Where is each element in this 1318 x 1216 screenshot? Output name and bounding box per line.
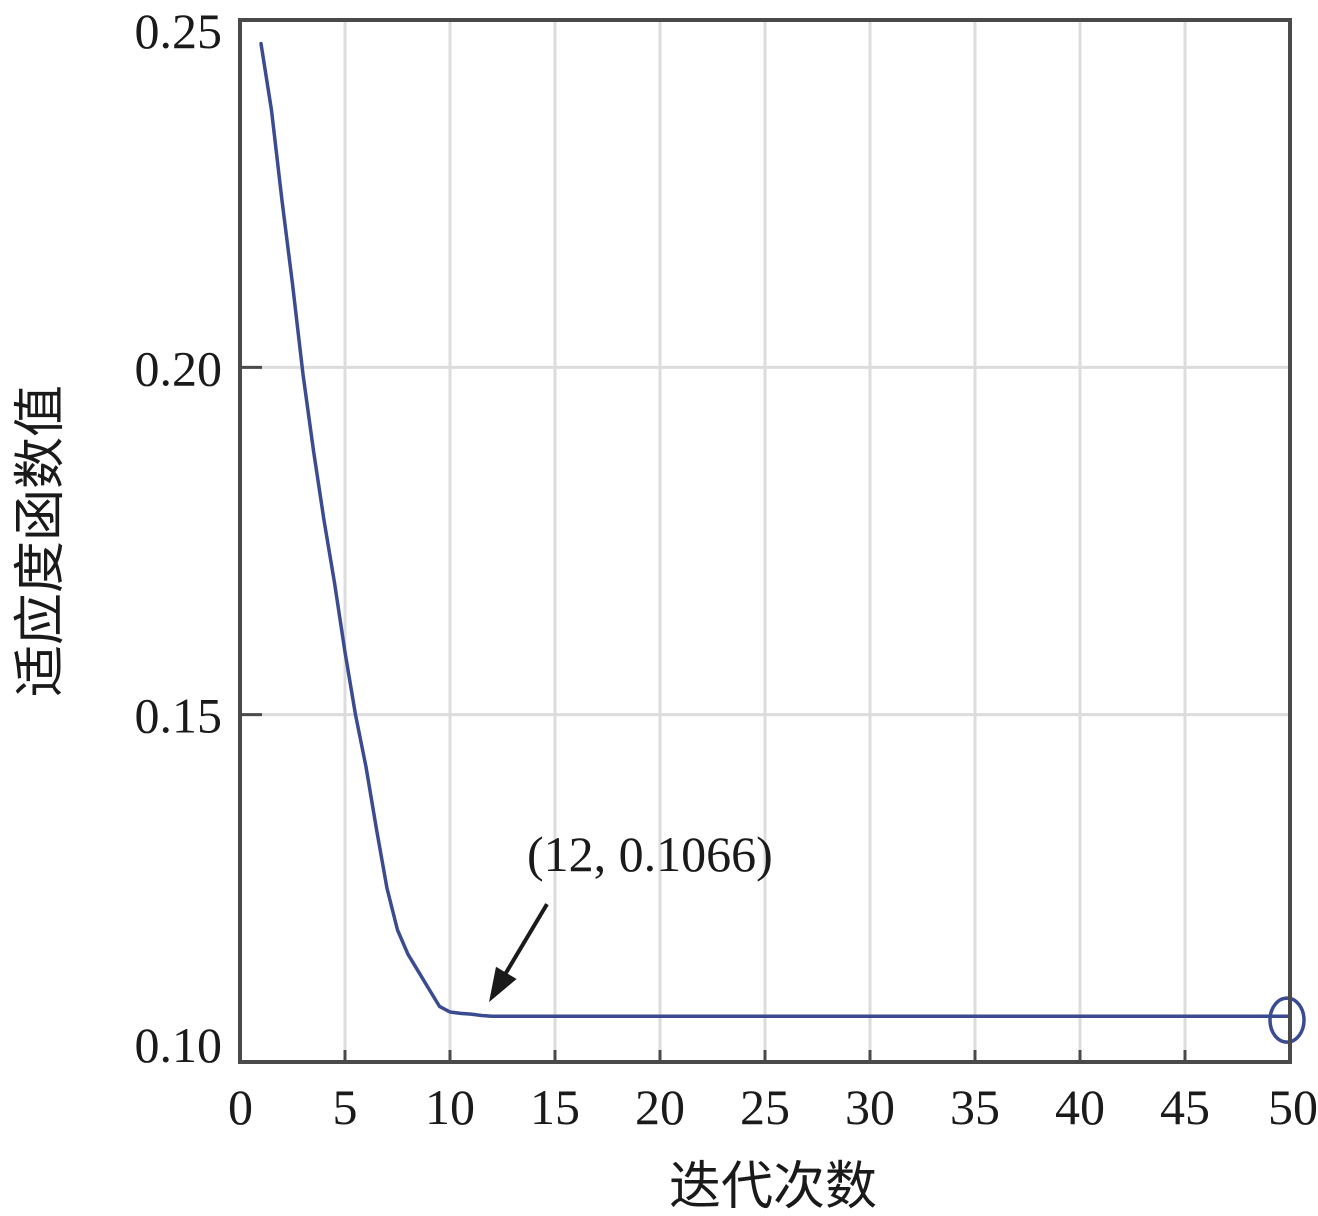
y-tick-label: 0.25	[135, 3, 223, 59]
series-layer	[259, 41, 1306, 1044]
final-point-marker	[1268, 996, 1306, 1044]
y-axis-title: 适应度函数值	[11, 385, 71, 697]
tick-layer: 0 5 10 15 20 25 30 35 40 45 50 0.10 0.15 0.20 0.25	[135, 3, 1318, 1135]
y-tick-label: 0.20	[135, 340, 223, 396]
x-tick-label: 40	[1055, 1079, 1105, 1135]
x-axis-title: 迭代次数	[669, 1157, 877, 1216]
x-tick-label: 20	[635, 1079, 685, 1135]
y-tick-label: 0.10	[135, 1017, 223, 1073]
x-tick-label: 45	[1160, 1079, 1210, 1135]
x-tick-label: 5	[333, 1079, 358, 1135]
x-tick-label: 0	[228, 1079, 253, 1135]
x-tick-label: 30	[845, 1079, 895, 1135]
series-line	[259, 41, 1292, 1018]
annotation-arrow-head	[489, 966, 517, 1003]
annotation-layer: (12, 0.1066)	[489, 826, 773, 1003]
x-tick-label: 10	[425, 1079, 475, 1135]
y-tick-label: 0.15	[135, 688, 223, 744]
grid	[240, 20, 1290, 1062]
x-tick-label: 15	[530, 1079, 580, 1135]
x-tick-label: 25	[740, 1079, 790, 1135]
x-tick-label: 50	[1268, 1079, 1318, 1135]
annotation-label: (12, 0.1066)	[527, 826, 773, 882]
annotation-arrow-shaft	[496, 903, 549, 988]
x-tick-label: 35	[950, 1079, 1000, 1135]
